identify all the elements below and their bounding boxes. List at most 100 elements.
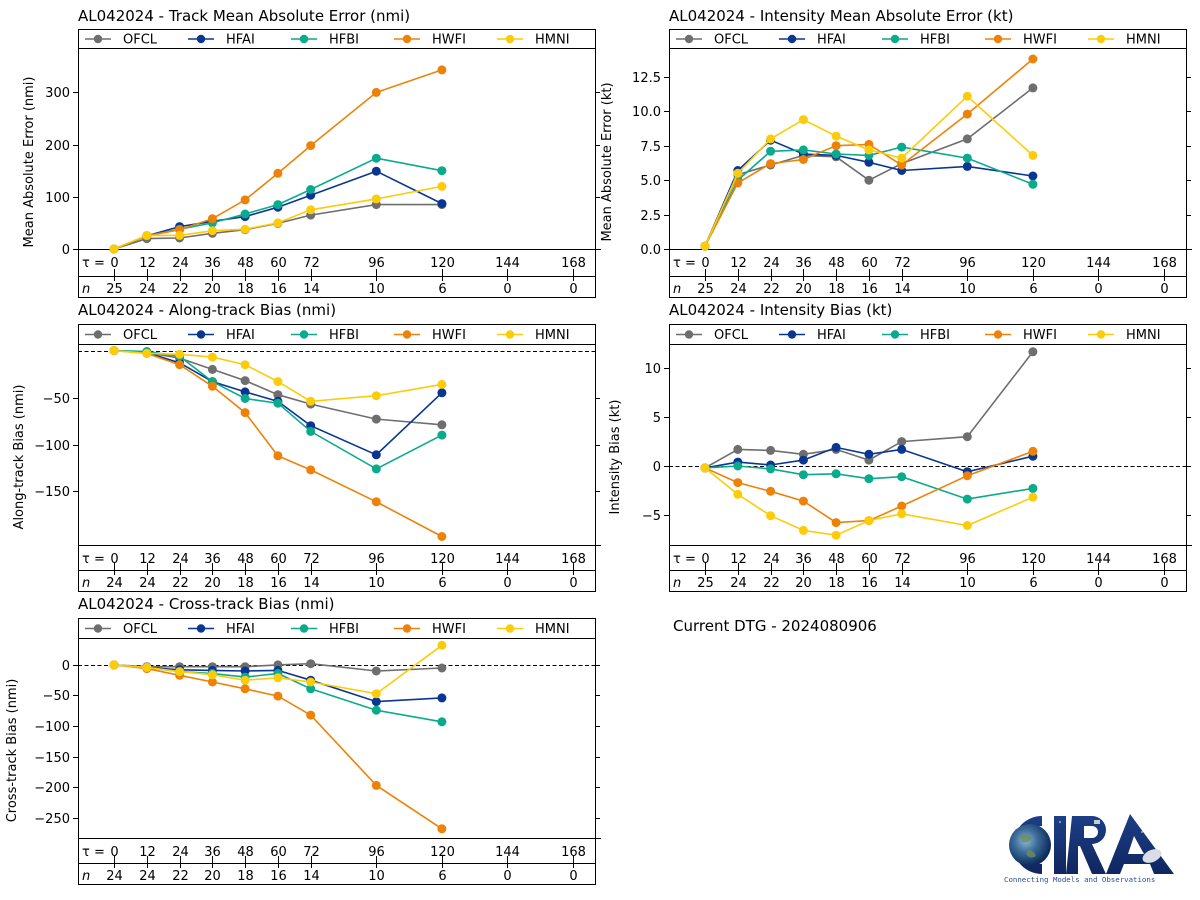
data-point: [306, 205, 316, 215]
data-point: [1028, 347, 1038, 357]
legend-label: HWFI: [1023, 33, 1057, 48]
data-point: [1028, 54, 1038, 64]
cira-r-letter: [1066, 816, 1106, 874]
x-tick-label: 0: [110, 845, 118, 860]
x-tick-label: 144: [1086, 256, 1111, 271]
data-point: [306, 185, 316, 194]
x-tick-label: 120: [430, 845, 455, 860]
x-tick-label: 0: [110, 552, 118, 567]
x-tick-label: 36: [204, 845, 221, 860]
series-hmni: [109, 181, 447, 254]
x-tick-label: 168: [1152, 256, 1177, 271]
data-point: [864, 157, 874, 167]
chart-title: AL042024 - Intensity Mean Absolute Error…: [669, 7, 1013, 25]
legend-marker: [505, 330, 515, 339]
data-point: [897, 160, 907, 170]
legend-marker: [402, 624, 412, 633]
x-tick-label: 144: [495, 256, 520, 271]
data-point: [240, 209, 250, 219]
n-count-label: 10: [368, 282, 385, 297]
axes-frame: [669, 324, 1187, 592]
legend-marker: [787, 330, 797, 339]
series-line: [113, 349, 442, 426]
tau-row: τ = 0 12 24 36 48 60 72 96 120 144 168: [82, 845, 586, 868]
data-point: [109, 660, 119, 670]
y-axis: 0 100 200 300 Mean Absolute Error (nmi): [22, 77, 600, 258]
data-point: [437, 430, 447, 440]
x-tick-label: 36: [795, 552, 812, 567]
n-count-label: 14: [894, 576, 911, 591]
y-tick-label: −200: [34, 781, 70, 796]
y-tick-label: −150: [34, 485, 70, 500]
n-count-label: 6: [438, 576, 446, 591]
x-tick-label: 96: [368, 552, 385, 567]
data-point: [371, 391, 381, 401]
n-count-label: 0: [503, 869, 511, 884]
legend-label: HMNI: [1126, 33, 1161, 48]
data-point: [831, 518, 841, 528]
data-point: [175, 230, 185, 240]
legend-marker: [993, 330, 1003, 339]
legend-item-ofcl: OFCL: [85, 33, 158, 48]
data-point: [897, 472, 907, 482]
y-tick-label: 5: [653, 411, 661, 426]
data-point: [437, 166, 447, 176]
y-tick-label: 0: [653, 460, 661, 475]
data-point: [766, 511, 776, 521]
data-point: [1028, 492, 1038, 502]
data-point: [1028, 171, 1038, 181]
x-tick-label: 168: [561, 256, 586, 271]
data-point: [864, 145, 874, 155]
x-tick-label: 60: [270, 256, 287, 271]
data-point: [371, 153, 381, 163]
legend-item-hfai: HFAI: [779, 33, 846, 48]
data-point: [371, 780, 381, 790]
data-point: [798, 455, 808, 465]
n-count-label: 18: [237, 869, 254, 884]
y-tick-label: −150: [34, 751, 70, 766]
series-hmni: [700, 91, 1038, 251]
legend-label: HWFI: [432, 622, 466, 637]
n-count-label: 6: [1029, 576, 1037, 591]
data-point: [766, 134, 776, 144]
n-row: n 25 24 22 20 18 16 14 10 6 0 0: [82, 282, 578, 297]
x-tick-label: 12: [139, 256, 156, 271]
n-count-label: 14: [303, 282, 320, 297]
x-tick-label: 72: [303, 552, 320, 567]
data-point: [371, 414, 381, 424]
data-point: [962, 109, 972, 119]
legend-item-hmni: HMNI: [497, 33, 570, 48]
data-point: [437, 181, 447, 191]
legend-label: HFAI: [226, 33, 255, 48]
n-count-label: 6: [438, 869, 446, 884]
n-count-label: 14: [894, 282, 911, 297]
x-tick-label: 48: [237, 845, 254, 860]
legend-label: HWFI: [432, 33, 466, 48]
legend-label: HFAI: [226, 328, 255, 343]
y-tick-label: 100: [45, 191, 70, 206]
data-point: [962, 91, 972, 101]
tau-row: τ = 0 12 24 36 48 60 72 96 120 144 168: [673, 256, 1177, 281]
x-tick-label: 48: [828, 552, 845, 567]
y-tick-label: 300: [45, 86, 70, 101]
legend-item-hfbi: HFBI: [291, 622, 359, 637]
data-point: [831, 442, 841, 452]
legend-item-hfbi: HFBI: [291, 33, 359, 48]
n-count-label: 25: [697, 576, 714, 591]
plot-area: [109, 346, 447, 541]
data-point: [437, 379, 447, 389]
data-point: [1028, 179, 1038, 189]
chart-track-mae: AL042024 - Track Mean Absolute Error (nm…: [22, 7, 601, 298]
n-count-label: 14: [303, 869, 320, 884]
n-count-label: 22: [763, 576, 780, 591]
x-tick-label: 60: [270, 845, 287, 860]
x-tick-label: 24: [172, 256, 189, 271]
data-point: [273, 451, 283, 461]
tau-prefix: τ =: [82, 552, 105, 567]
legend-marker: [1096, 330, 1106, 339]
x-tick-label: 12: [730, 256, 747, 271]
n-count-label: 16: [270, 869, 287, 884]
data-point: [962, 432, 972, 442]
n-count-label: 10: [368, 869, 385, 884]
